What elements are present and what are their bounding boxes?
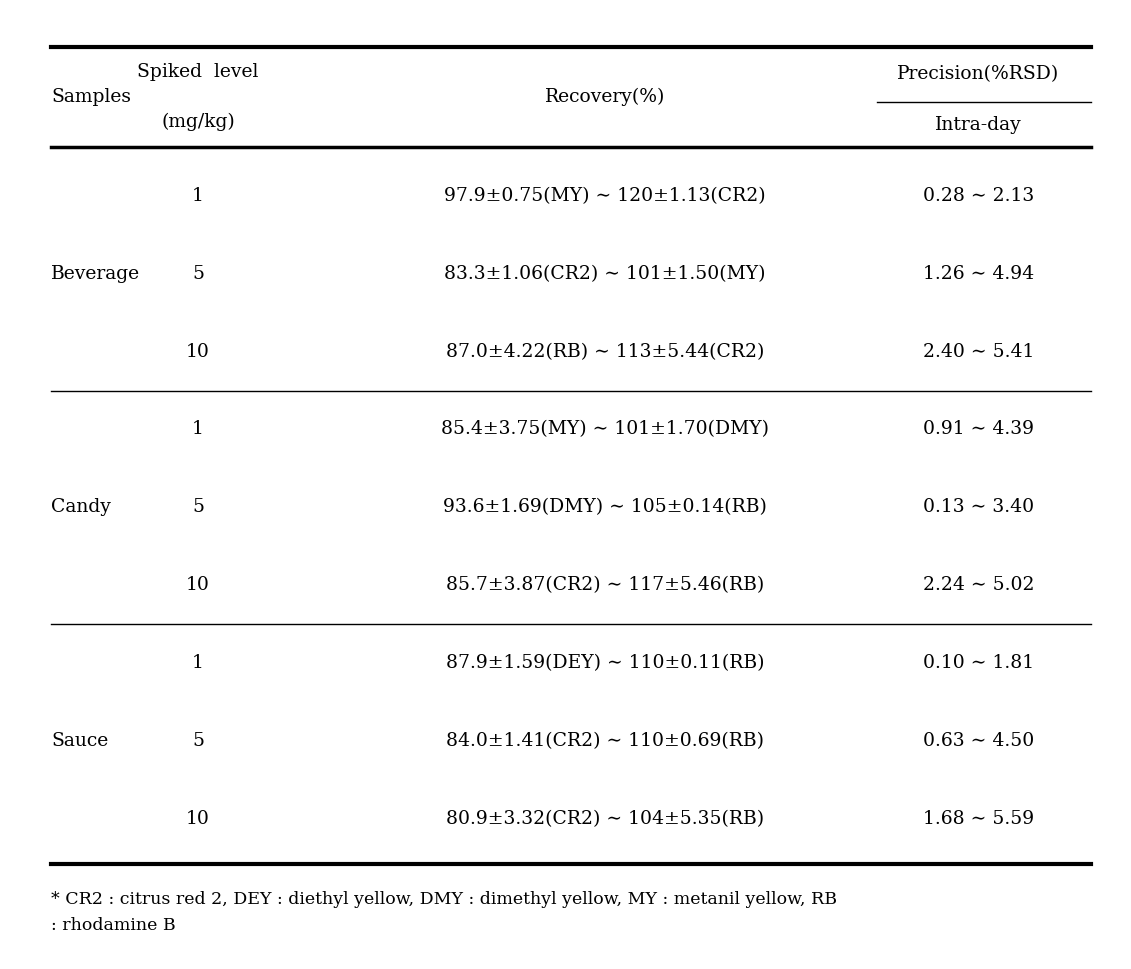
Text: 80.9±3.32(CR2) ∼ 104±5.35(RB): 80.9±3.32(CR2) ∼ 104±5.35(RB) xyxy=(446,810,765,828)
Text: 10: 10 xyxy=(185,577,210,594)
Text: 1: 1 xyxy=(192,654,204,672)
Text: 93.6±1.69(DMY) ∼ 105±0.14(RB): 93.6±1.69(DMY) ∼ 105±0.14(RB) xyxy=(443,498,767,516)
Text: (mg/kg): (mg/kg) xyxy=(161,113,235,131)
Text: 0.10 ∼ 1.81: 0.10 ∼ 1.81 xyxy=(923,654,1034,672)
Text: 5: 5 xyxy=(192,265,204,283)
Text: 0.28 ∼ 2.13: 0.28 ∼ 2.13 xyxy=(923,187,1034,204)
Text: * CR2 : citrus red 2, DEY : diethyl yellow, DMY : dimethyl yellow, MY : metanil : * CR2 : citrus red 2, DEY : diethyl yell… xyxy=(51,891,837,908)
Text: 84.0±1.41(CR2) ∼ 110±0.69(RB): 84.0±1.41(CR2) ∼ 110±0.69(RB) xyxy=(446,732,765,750)
Text: 1: 1 xyxy=(192,421,204,438)
Text: Candy: Candy xyxy=(51,498,111,516)
Text: 2.40 ∼ 5.41: 2.40 ∼ 5.41 xyxy=(923,343,1034,360)
Text: 85.7±3.87(CR2) ∼ 117±5.46(RB): 85.7±3.87(CR2) ∼ 117±5.46(RB) xyxy=(446,577,765,594)
Text: 83.3±1.06(CR2) ∼ 101±1.50(MY): 83.3±1.06(CR2) ∼ 101±1.50(MY) xyxy=(444,265,766,283)
Text: 0.91 ∼ 4.39: 0.91 ∼ 4.39 xyxy=(923,421,1034,438)
Text: Precision(%RSD): Precision(%RSD) xyxy=(897,65,1060,83)
Text: 97.9±0.75(MY) ∼ 120±1.13(CR2): 97.9±0.75(MY) ∼ 120±1.13(CR2) xyxy=(444,187,766,204)
Text: 0.13 ∼ 3.40: 0.13 ∼ 3.40 xyxy=(923,498,1034,516)
Text: 10: 10 xyxy=(185,810,210,828)
Text: Samples: Samples xyxy=(51,88,131,106)
Text: 1.26 ∼ 4.94: 1.26 ∼ 4.94 xyxy=(923,265,1034,283)
Text: Beverage: Beverage xyxy=(51,265,140,283)
Text: 0.63 ∼ 4.50: 0.63 ∼ 4.50 xyxy=(923,732,1034,750)
Text: 5: 5 xyxy=(192,498,204,516)
Text: 2.24 ∼ 5.02: 2.24 ∼ 5.02 xyxy=(923,577,1034,594)
Text: 87.9±1.59(DEY) ∼ 110±0.11(RB): 87.9±1.59(DEY) ∼ 110±0.11(RB) xyxy=(446,654,765,672)
Text: Recovery(%): Recovery(%) xyxy=(545,88,665,106)
Text: : rhodamine B: : rhodamine B xyxy=(51,917,175,934)
Text: 5: 5 xyxy=(192,732,204,750)
Text: 1.68 ∼ 5.59: 1.68 ∼ 5.59 xyxy=(923,810,1034,828)
Text: Sauce: Sauce xyxy=(51,732,109,750)
Text: Intra-day: Intra-day xyxy=(935,115,1021,134)
Text: 1: 1 xyxy=(192,187,204,204)
Text: 10: 10 xyxy=(185,343,210,360)
Text: Spiked  level: Spiked level xyxy=(137,63,259,80)
Text: 87.0±4.22(RB) ∼ 113±5.44(CR2): 87.0±4.22(RB) ∼ 113±5.44(CR2) xyxy=(446,343,765,360)
Text: 85.4±3.75(MY) ∼ 101±1.70(DMY): 85.4±3.75(MY) ∼ 101±1.70(DMY) xyxy=(441,421,769,438)
